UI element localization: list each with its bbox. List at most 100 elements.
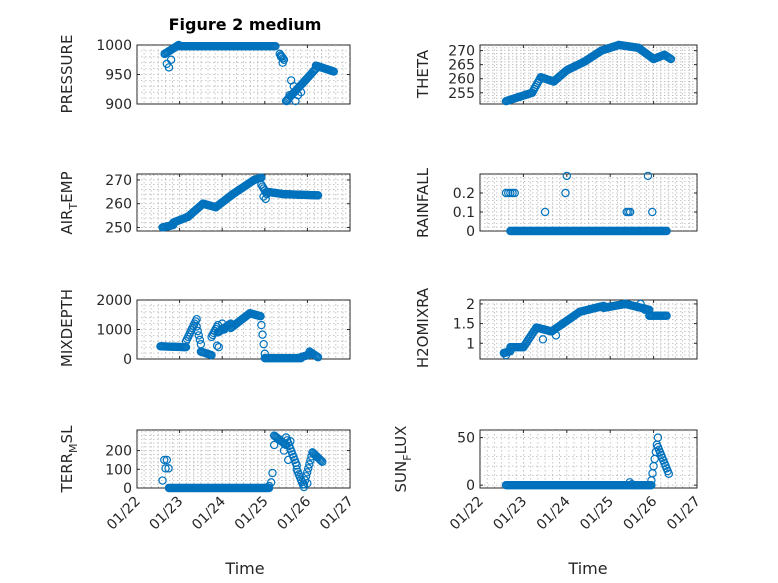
data-point bbox=[662, 311, 671, 320]
y-tick-label: 50 bbox=[457, 431, 475, 447]
series-markers bbox=[156, 309, 323, 363]
data-point bbox=[306, 456, 315, 465]
ylabel-air-temp-tail: EMP bbox=[58, 171, 76, 202]
x-tick-label: 01/25 bbox=[577, 494, 617, 534]
figure-title: Figure 2 medium bbox=[169, 15, 322, 34]
data-point bbox=[257, 320, 266, 330]
data-point bbox=[289, 82, 298, 91]
data-point bbox=[540, 207, 550, 217]
data-point bbox=[158, 476, 167, 485]
data-point bbox=[625, 207, 635, 217]
data-point bbox=[162, 455, 172, 465]
subplot-pressure: 900 950 1000 bbox=[96, 38, 351, 113]
data-point bbox=[194, 331, 203, 340]
y-tick-label: 200 bbox=[105, 444, 132, 460]
data-point bbox=[664, 469, 673, 478]
data-point bbox=[538, 335, 548, 344]
data-point bbox=[268, 468, 277, 478]
x-tick-label: 01/24 bbox=[189, 493, 229, 533]
ylabel-terr-msl: TERRMSL bbox=[58, 425, 80, 494]
data-point bbox=[643, 171, 653, 181]
y-tick-label: 270 bbox=[448, 44, 475, 60]
data-point bbox=[304, 464, 313, 473]
series-markers bbox=[501, 40, 676, 106]
x-tick-label: 01/23 bbox=[490, 494, 530, 534]
data-point bbox=[305, 460, 314, 469]
data-point bbox=[258, 330, 267, 339]
data-point bbox=[256, 312, 265, 321]
data-point bbox=[207, 350, 216, 360]
data-point bbox=[653, 433, 663, 442]
data-point bbox=[276, 52, 286, 62]
axes-layer: 900950100025526026527025026027000.10.201… bbox=[96, 38, 703, 533]
data-point bbox=[164, 464, 173, 473]
data-point bbox=[193, 326, 202, 336]
x-tick-label: 01/23 bbox=[147, 494, 187, 534]
series-markers bbox=[501, 171, 671, 236]
data-point bbox=[510, 188, 519, 198]
data-point bbox=[212, 341, 222, 350]
ylabel-sun-flux: SUNFLUX bbox=[392, 426, 414, 493]
data-point bbox=[504, 188, 513, 198]
y-tick-label: 250 bbox=[105, 220, 132, 236]
data-point bbox=[648, 207, 657, 217]
ylabel-sun-tail: LUX bbox=[392, 426, 410, 455]
y-tick-label: 0 bbox=[466, 478, 475, 494]
data-point bbox=[192, 322, 201, 331]
data-point bbox=[562, 171, 572, 181]
xlabel-time-left: Time bbox=[224, 559, 264, 578]
data-point bbox=[625, 478, 634, 487]
ylabel-h2omixra: H2OMIXRA bbox=[414, 287, 432, 368]
data-point bbox=[303, 479, 312, 488]
x-tick-label: 01/27 bbox=[317, 494, 357, 534]
data-point bbox=[278, 58, 287, 67]
y-tick-label: 265 bbox=[448, 58, 475, 74]
ylabel-sun-sub: F bbox=[401, 454, 414, 460]
series-markers bbox=[499, 299, 671, 360]
y-tick-label: 2000 bbox=[96, 293, 132, 309]
y-tick-label: 0 bbox=[123, 352, 132, 368]
ylabel-sun-main: SUN bbox=[392, 461, 410, 493]
series-markers bbox=[501, 433, 673, 490]
y-tick-label: 0 bbox=[123, 481, 132, 497]
data-point bbox=[318, 457, 327, 467]
data-point bbox=[166, 55, 176, 64]
y-tick-label: 1 bbox=[466, 336, 475, 352]
data-point bbox=[647, 480, 656, 490]
y-tick-label: 1000 bbox=[96, 38, 132, 54]
data-point bbox=[259, 339, 268, 349]
data-point bbox=[214, 343, 223, 352]
data-point bbox=[627, 479, 637, 489]
data-point bbox=[299, 480, 309, 489]
data-point bbox=[292, 461, 301, 470]
y-tick-label: 1.5 bbox=[453, 317, 475, 333]
y-tick-label: 1000 bbox=[96, 323, 132, 339]
data-point bbox=[160, 455, 169, 465]
y-tick-label: 0.1 bbox=[453, 205, 475, 221]
ylabel-terr-sub: M bbox=[67, 443, 80, 453]
data-point bbox=[561, 188, 570, 198]
y-tick-label: 100 bbox=[105, 462, 132, 478]
xlabel-time-right: Time bbox=[567, 559, 607, 578]
data-point bbox=[266, 478, 276, 487]
series-markers bbox=[158, 173, 323, 232]
data-point bbox=[296, 87, 306, 97]
ylabel-theta: THETA bbox=[414, 49, 432, 99]
data-point bbox=[662, 226, 671, 236]
data-point bbox=[501, 350, 511, 360]
subplot-sun_flux: 0 50 01/22 01/23 01/24 01/25 01/26 01/27 bbox=[447, 429, 704, 534]
y-tick-label: 260 bbox=[448, 72, 475, 88]
y-tick-label: 270 bbox=[105, 173, 132, 189]
data-point bbox=[278, 54, 288, 63]
x-tick-label: 01/22 bbox=[447, 494, 487, 534]
data-point bbox=[269, 440, 279, 450]
data-point bbox=[302, 468, 312, 477]
data-point bbox=[313, 191, 323, 200]
series-markers bbox=[160, 40, 339, 106]
y-tick-label: 0 bbox=[466, 224, 475, 240]
data-point bbox=[313, 353, 323, 362]
data-point bbox=[666, 54, 676, 64]
x-tick-label: 01/26 bbox=[621, 493, 661, 533]
data-point bbox=[551, 331, 561, 340]
ylabel-air-temp-main: AIR bbox=[58, 210, 76, 235]
